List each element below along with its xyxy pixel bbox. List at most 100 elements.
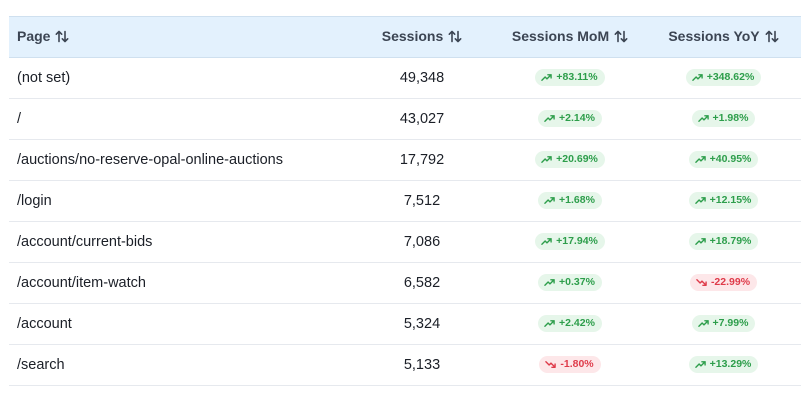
column-header-sessions-label: Sessions: [381, 28, 444, 44]
mom-change-badge: +83.11%: [535, 69, 605, 86]
mom-change-value: +1.68%: [559, 194, 595, 206]
mom-change-badge: +1.68%: [538, 192, 602, 209]
column-header-sessions-mom[interactable]: Sessions MoM: [494, 16, 646, 58]
mom-cell: +20.69%: [494, 139, 646, 181]
mom-change-value: +2.42%: [559, 317, 595, 329]
mom-change-value: +2.14%: [559, 112, 595, 124]
mom-change-value: +83.11%: [556, 71, 598, 83]
trending-up-icon: [697, 113, 709, 124]
mom-change-badge: +20.69%: [535, 151, 605, 168]
table-row[interactable]: / 43,027 +2.14% +1.98%: [9, 98, 801, 140]
page-path-cell: /auctions/no-reserve-opal-online-auction…: [9, 139, 350, 181]
sessions-cell: 43,027: [350, 98, 494, 140]
column-header-sessions[interactable]: Sessions: [350, 16, 494, 58]
mom-change-badge: +2.14%: [538, 110, 602, 127]
yoy-cell: +7.99%: [646, 303, 801, 345]
trending-down-icon: [696, 277, 707, 288]
page-path-cell: (not set): [9, 57, 350, 99]
sessions-cell: 5,133: [350, 344, 494, 386]
mom-cell: +0.37%: [494, 262, 646, 304]
page-path: /account/item-watch: [17, 275, 146, 291]
mom-change-badge: -1.80%: [539, 356, 601, 373]
mom-change-value: +17.94%: [556, 235, 598, 247]
yoy-change-value: -22.99%: [710, 276, 751, 288]
trending-up-icon: [544, 277, 555, 288]
mom-cell: +2.42%: [494, 303, 646, 345]
page-path: /search: [17, 357, 65, 373]
page-path-cell: /account/current-bids: [9, 221, 350, 263]
yoy-cell: +40.95%: [646, 139, 801, 181]
yoy-change-badge: +12.15%: [688, 192, 759, 209]
mom-cell: +83.11%: [494, 57, 646, 99]
yoy-cell: +18.79%: [646, 221, 801, 263]
yoy-change-value: +1.98%: [712, 112, 749, 124]
table-row[interactable]: /account 5,324 +2.42% +7.99%: [9, 303, 801, 345]
page-sessions-table-container: Page Sessions Sessions MoM Sessions YoY …: [9, 16, 801, 386]
page-path-cell: /search: [9, 344, 350, 386]
yoy-cell: +13.29%: [646, 344, 801, 386]
page-path: /account/current-bids: [17, 234, 153, 250]
yoy-cell: +12.15%: [646, 180, 801, 222]
table-row[interactable]: /search 5,133 -1.80% +13.29%: [9, 344, 801, 386]
yoy-change-badge: +18.79%: [688, 233, 759, 250]
page-path-cell: /login: [9, 180, 350, 222]
table-header-row: Page Sessions Sessions MoM Sessions YoY: [9, 16, 801, 58]
sessions-cell: 6,582: [350, 262, 494, 304]
column-header-sessions-yoy[interactable]: Sessions YoY: [646, 16, 801, 58]
sessions-cell: 7,086: [350, 221, 494, 263]
yoy-change-badge: +40.95%: [688, 151, 759, 168]
yoy-change-value: +7.99%: [712, 317, 749, 329]
mom-change-value: -1.80%: [560, 358, 594, 370]
mom-change-badge: +0.37%: [538, 274, 602, 291]
trending-up-icon: [694, 154, 706, 165]
sessions-value: 6,582: [403, 275, 441, 291]
trending-up-icon: [694, 359, 706, 370]
sessions-value: 5,324: [403, 316, 441, 332]
sessions-cell: 5,324: [350, 303, 494, 345]
sessions-cell: 7,512: [350, 180, 494, 222]
yoy-change-badge: +348.62%: [685, 69, 762, 86]
page-path-cell: /: [9, 98, 350, 140]
sort-arrows-icon[interactable]: [765, 30, 779, 46]
page-path-cell: /account: [9, 303, 350, 345]
page-path: /account: [17, 316, 72, 332]
column-header-sessions-yoy-label: Sessions YoY: [668, 28, 760, 44]
trending-down-icon: [545, 359, 557, 370]
yoy-change-value: +12.15%: [709, 194, 752, 206]
table-body: (not set) 49,348 +83.11% +348.62% / 43,027 +2.…: [9, 57, 801, 386]
page-path: /login: [17, 193, 52, 209]
sort-arrows-icon[interactable]: [448, 30, 462, 46]
sort-arrows-icon[interactable]: [55, 30, 69, 46]
yoy-change-value: +18.79%: [709, 235, 752, 247]
sessions-cell: 17,792: [350, 139, 494, 181]
sessions-value: 17,792: [399, 152, 445, 168]
mom-cell: +17.94%: [494, 221, 646, 263]
trending-up-icon: [544, 318, 555, 329]
sort-arrows-icon[interactable]: [614, 30, 628, 46]
trending-up-icon: [541, 154, 552, 165]
sessions-value: 43,027: [399, 111, 445, 127]
trending-up-icon: [541, 72, 553, 83]
page-path: (not set): [17, 70, 71, 86]
yoy-change-value: +13.29%: [709, 358, 752, 370]
table-row[interactable]: /auctions/no-reserve-opal-online-auction…: [9, 139, 801, 181]
column-header-page[interactable]: Page: [9, 16, 350, 58]
table-row[interactable]: /account/current-bids 7,086 +17.94% +18.79%: [9, 221, 801, 263]
yoy-change-badge: +1.98%: [691, 110, 756, 127]
mom-change-value: +0.37%: [559, 276, 595, 288]
page-path-cell: /account/item-watch: [9, 262, 350, 304]
yoy-change-value: +40.95%: [709, 153, 752, 165]
yoy-cell: +348.62%: [646, 57, 801, 99]
table-row[interactable]: (not set) 49,348 +83.11% +348.62%: [9, 57, 801, 99]
trending-up-icon: [691, 72, 703, 83]
page-sessions-table: Page Sessions Sessions MoM Sessions YoY …: [9, 16, 801, 386]
mom-cell: +2.14%: [494, 98, 646, 140]
table-row[interactable]: /account/item-watch 6,582 +0.37% -22.99%: [9, 262, 801, 304]
yoy-change-badge: +7.99%: [691, 315, 756, 332]
sessions-value: 7,086: [403, 234, 441, 250]
mom-cell: +1.68%: [494, 180, 646, 222]
table-row[interactable]: /login 7,512 +1.68% +12.15%: [9, 180, 801, 222]
trending-up-icon: [544, 113, 555, 124]
mom-cell: -1.80%: [494, 344, 646, 386]
sessions-value: 7,512: [403, 193, 441, 209]
